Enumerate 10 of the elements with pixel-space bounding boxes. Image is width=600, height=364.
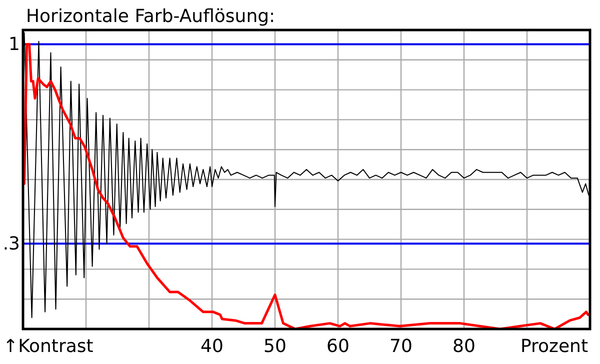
ref-line-label: 1 [8, 34, 20, 56]
x-tick-label: 40 [200, 336, 224, 357]
ref-line-label: .3 [2, 234, 20, 255]
chart-title: Horizontale Farb-Auflösung: [26, 6, 276, 27]
x-tick-label: 60 [326, 336, 350, 357]
y-axis-title: ↑Kontrast [3, 336, 94, 357]
x-tick-label: 70 [390, 336, 412, 357]
x-axis-title: Prozent [520, 336, 588, 357]
x-tick-label: 80 [452, 336, 476, 357]
x-tick-label: 50 [264, 336, 286, 357]
